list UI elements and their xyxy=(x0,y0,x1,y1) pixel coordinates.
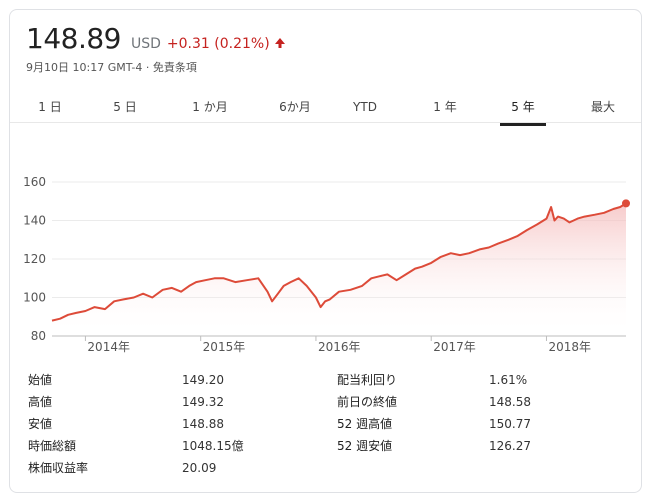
tab-1-year[interactable]: 1 年 xyxy=(433,100,457,114)
stat-value-market-cap: 1048.15億 xyxy=(182,439,244,453)
y-tick-label: 140 xyxy=(23,214,46,228)
stat-label-open: 始値 xyxy=(28,373,53,387)
stat-label-dividend-yield: 配当利回り xyxy=(337,373,398,387)
price-row: 148.89 USD +0.31 (0.21%) xyxy=(26,22,286,55)
stat-value-pe-ratio: 20.09 xyxy=(182,461,217,475)
tab-ytd[interactable]: YTD xyxy=(353,100,377,114)
tab-max[interactable]: 最大 xyxy=(590,100,615,114)
y-tick-label: 120 xyxy=(23,252,46,266)
stat-label-market-cap: 時価総額 xyxy=(28,439,77,453)
stat-value-low: 148.88 xyxy=(182,417,224,431)
tab-5-day[interactable]: 5 日 xyxy=(113,100,137,114)
y-tick-label: 100 xyxy=(23,291,46,305)
tabs-divider xyxy=(10,122,641,123)
stat-label-low: 安値 xyxy=(28,417,53,431)
stat-label-52w-high: 52 週高値 xyxy=(337,417,393,431)
stat-label-high: 高値 xyxy=(28,395,53,409)
x-tick-label: 2014年 xyxy=(87,340,130,354)
x-tick-label: 2016年 xyxy=(318,340,361,354)
tab-1-month[interactable]: 1 か月 xyxy=(192,100,228,114)
x-tick-label: 2015年 xyxy=(203,340,246,354)
x-tick-label: 2017年 xyxy=(433,340,476,354)
price-chart: 80 100 120 140 160 2014年 2015年 2016年 2017年 2018年 xyxy=(10,150,641,360)
price-change: +0.31 (0.21%) xyxy=(166,36,270,52)
price-area-fill xyxy=(52,203,626,336)
y-tick-label: 160 xyxy=(23,175,46,189)
latest-price-dot xyxy=(622,199,630,208)
stat-value-open: 149.20 xyxy=(182,373,224,387)
active-tab-indicator xyxy=(500,123,546,126)
x-tick-label: 2018年 xyxy=(548,340,591,354)
stat-value-52w-high: 150.77 xyxy=(489,417,531,431)
tab-1-day[interactable]: 1 日 xyxy=(38,100,62,114)
y-tick-label: 80 xyxy=(31,329,46,343)
stat-label-pe-ratio: 株価収益率 xyxy=(28,461,89,475)
stat-value-high: 149.32 xyxy=(182,395,224,409)
stock-quote-card: 148.89 USD +0.31 (0.21%) 9月10日 10:17 GMT… xyxy=(9,9,642,493)
currency-code: USD xyxy=(130,36,161,52)
price-chart-svg: 80 100 120 140 160 2014年 2015年 2016年 2017年 2018年 xyxy=(23,175,630,354)
stat-label-52w-low: 52 週安値 xyxy=(337,439,393,453)
stat-label-prev-close: 前日の終値 xyxy=(337,395,398,409)
tab-5-year[interactable]: 5 年 xyxy=(511,100,535,114)
current-price: 148.89 xyxy=(26,22,121,55)
stat-value-52w-low: 126.27 xyxy=(489,439,531,453)
arrow-up-icon xyxy=(274,34,286,48)
time-range-tabs: 1 日 5 日 1 か月 6か月 YTD 1 年 5 年 最大 xyxy=(10,90,641,126)
stat-value-prev-close: 148.58 xyxy=(489,395,531,409)
price-line xyxy=(51,202,627,322)
stat-value-dividend-yield: 1.61% xyxy=(489,373,528,387)
quote-timestamp-disclaimer: 9月10日 10:17 GMT-4 · 免責条項 xyxy=(26,61,197,74)
tab-6-month[interactable]: 6か月 xyxy=(279,100,311,114)
